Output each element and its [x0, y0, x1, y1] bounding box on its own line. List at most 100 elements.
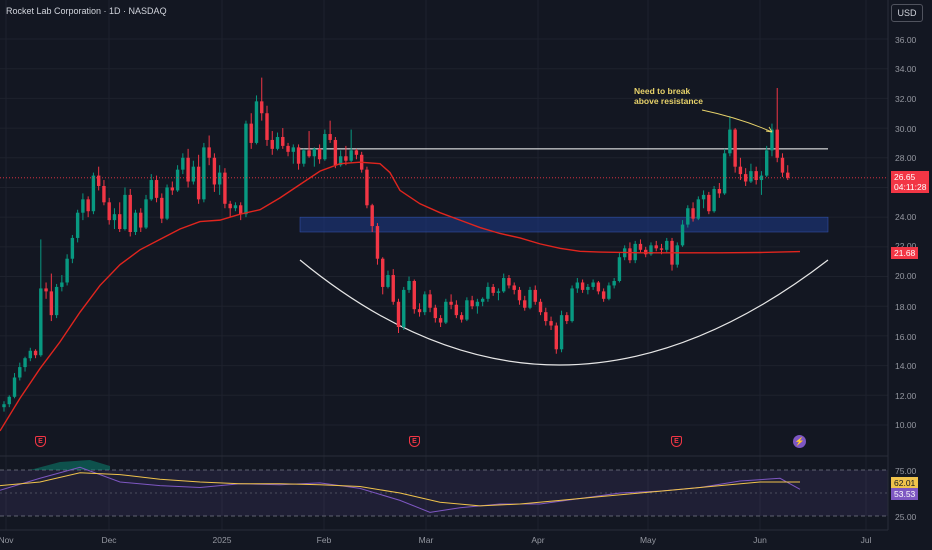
- candle-body: [70, 237, 75, 259]
- bar-countdown: 04:11:28: [894, 182, 927, 192]
- candle-body: [165, 187, 169, 219]
- candle-body: [381, 258, 385, 287]
- time-label: Nov: [0, 535, 14, 545]
- candle-body: [775, 129, 779, 158]
- candle-body: [575, 282, 580, 289]
- candle-body: [254, 101, 259, 143]
- price-label: 28.00: [895, 153, 917, 163]
- candle-body: [212, 157, 217, 185]
- earnings-marker[interactable]: E: [35, 436, 46, 447]
- candle-body: [586, 286, 590, 290]
- candle-body: [738, 166, 743, 175]
- candle-body: [428, 294, 432, 308]
- candle-body: [286, 145, 290, 152]
- candle-body: [433, 307, 438, 319]
- last-price-value: 26.65: [894, 172, 916, 182]
- candle-body: [696, 199, 701, 219]
- lightning-icon[interactable]: ⚡: [793, 435, 806, 448]
- candle-body: [759, 175, 764, 181]
- candle-body: [270, 139, 274, 149]
- candle-body: [454, 304, 459, 316]
- candle-body: [154, 180, 159, 198]
- candle-body: [144, 199, 148, 228]
- candle-body: [386, 275, 390, 287]
- candle-body: [617, 257, 622, 281]
- candle-body: [423, 294, 427, 313]
- candle-body: [75, 212, 80, 238]
- candle-body: [12, 377, 17, 397]
- currency-button[interactable]: USD: [891, 4, 923, 22]
- candle-body: [570, 288, 574, 322]
- candle-body: [533, 289, 537, 302]
- price-label: 30.00: [895, 124, 917, 134]
- candle-body: [338, 156, 343, 166]
- candle-body: [601, 291, 606, 299]
- candle-body: [502, 278, 506, 292]
- annotation-text[interactable]: Need to break above resistance: [634, 86, 703, 106]
- price-label: 12.00: [895, 391, 917, 401]
- ma-value-tag: 21.68: [891, 247, 919, 259]
- candle-body: [475, 301, 480, 307]
- candle-body: [686, 208, 690, 225]
- candle-body: [7, 396, 11, 405]
- candle-body: [407, 280, 411, 290]
- candle-body: [391, 275, 395, 302]
- candle-body: [638, 243, 643, 250]
- candle-body: [349, 150, 353, 161]
- candle-body: [486, 286, 490, 299]
- candle-body: [312, 148, 317, 157]
- rsi-ma-line: [0, 472, 800, 507]
- candle-body: [402, 289, 406, 328]
- time-label: Jun: [753, 535, 767, 545]
- candle-body: [91, 175, 96, 212]
- candle-body: [217, 172, 222, 185]
- candle-body: [291, 147, 295, 152]
- time-label: Mar: [418, 535, 434, 545]
- candle-body: [133, 212, 138, 232]
- candle-body: [717, 188, 722, 194]
- candle-body: [549, 321, 553, 326]
- candle-body: [307, 150, 311, 157]
- candle-body: [701, 194, 706, 200]
- candle-body: [722, 153, 727, 194]
- candle-body: [680, 224, 685, 246]
- candle-body: [544, 312, 548, 322]
- candle-body: [18, 367, 22, 378]
- candle-body: [107, 202, 111, 221]
- candle-body: [733, 129, 737, 167]
- candle-body: [754, 171, 758, 181]
- price-label: 18.00: [895, 302, 917, 312]
- candle-body: [233, 205, 238, 209]
- candle-body: [323, 134, 327, 160]
- cup-curve: [299, 259, 829, 366]
- candle-body: [196, 166, 201, 200]
- candle-body: [275, 136, 280, 149]
- annotation-line-1: Need to break: [634, 86, 691, 96]
- candle-body: [743, 174, 748, 182]
- candle-body: [444, 301, 448, 323]
- candle-body: [523, 300, 527, 308]
- earnings-marker[interactable]: E: [671, 436, 682, 447]
- candle-body: [244, 123, 248, 215]
- candle-body: [265, 113, 269, 140]
- candle-body: [118, 214, 122, 230]
- candle-body: [438, 318, 443, 323]
- candle-body: [396, 301, 401, 328]
- candle-body: [412, 280, 416, 310]
- candle-body: [260, 101, 264, 114]
- candle-body: [786, 172, 790, 178]
- candle-body: [175, 169, 180, 191]
- candle-body: [628, 248, 632, 261]
- candle-body: [559, 315, 564, 350]
- candle-body: [491, 286, 495, 293]
- candle-body: [770, 129, 774, 151]
- candle-body: [512, 285, 516, 290]
- candle-body: [644, 249, 648, 255]
- earnings-marker[interactable]: E: [409, 436, 420, 447]
- candle-body: [649, 245, 653, 255]
- candle-body: [170, 187, 175, 191]
- candle-body: [160, 197, 164, 219]
- candle-body: [102, 185, 106, 203]
- candle-body: [554, 325, 558, 350]
